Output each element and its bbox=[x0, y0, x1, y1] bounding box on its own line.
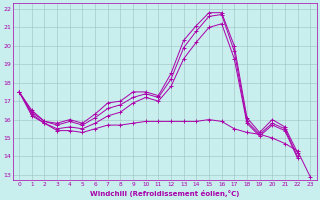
X-axis label: Windchill (Refroidissement éolien,°C): Windchill (Refroidissement éolien,°C) bbox=[90, 190, 239, 197]
